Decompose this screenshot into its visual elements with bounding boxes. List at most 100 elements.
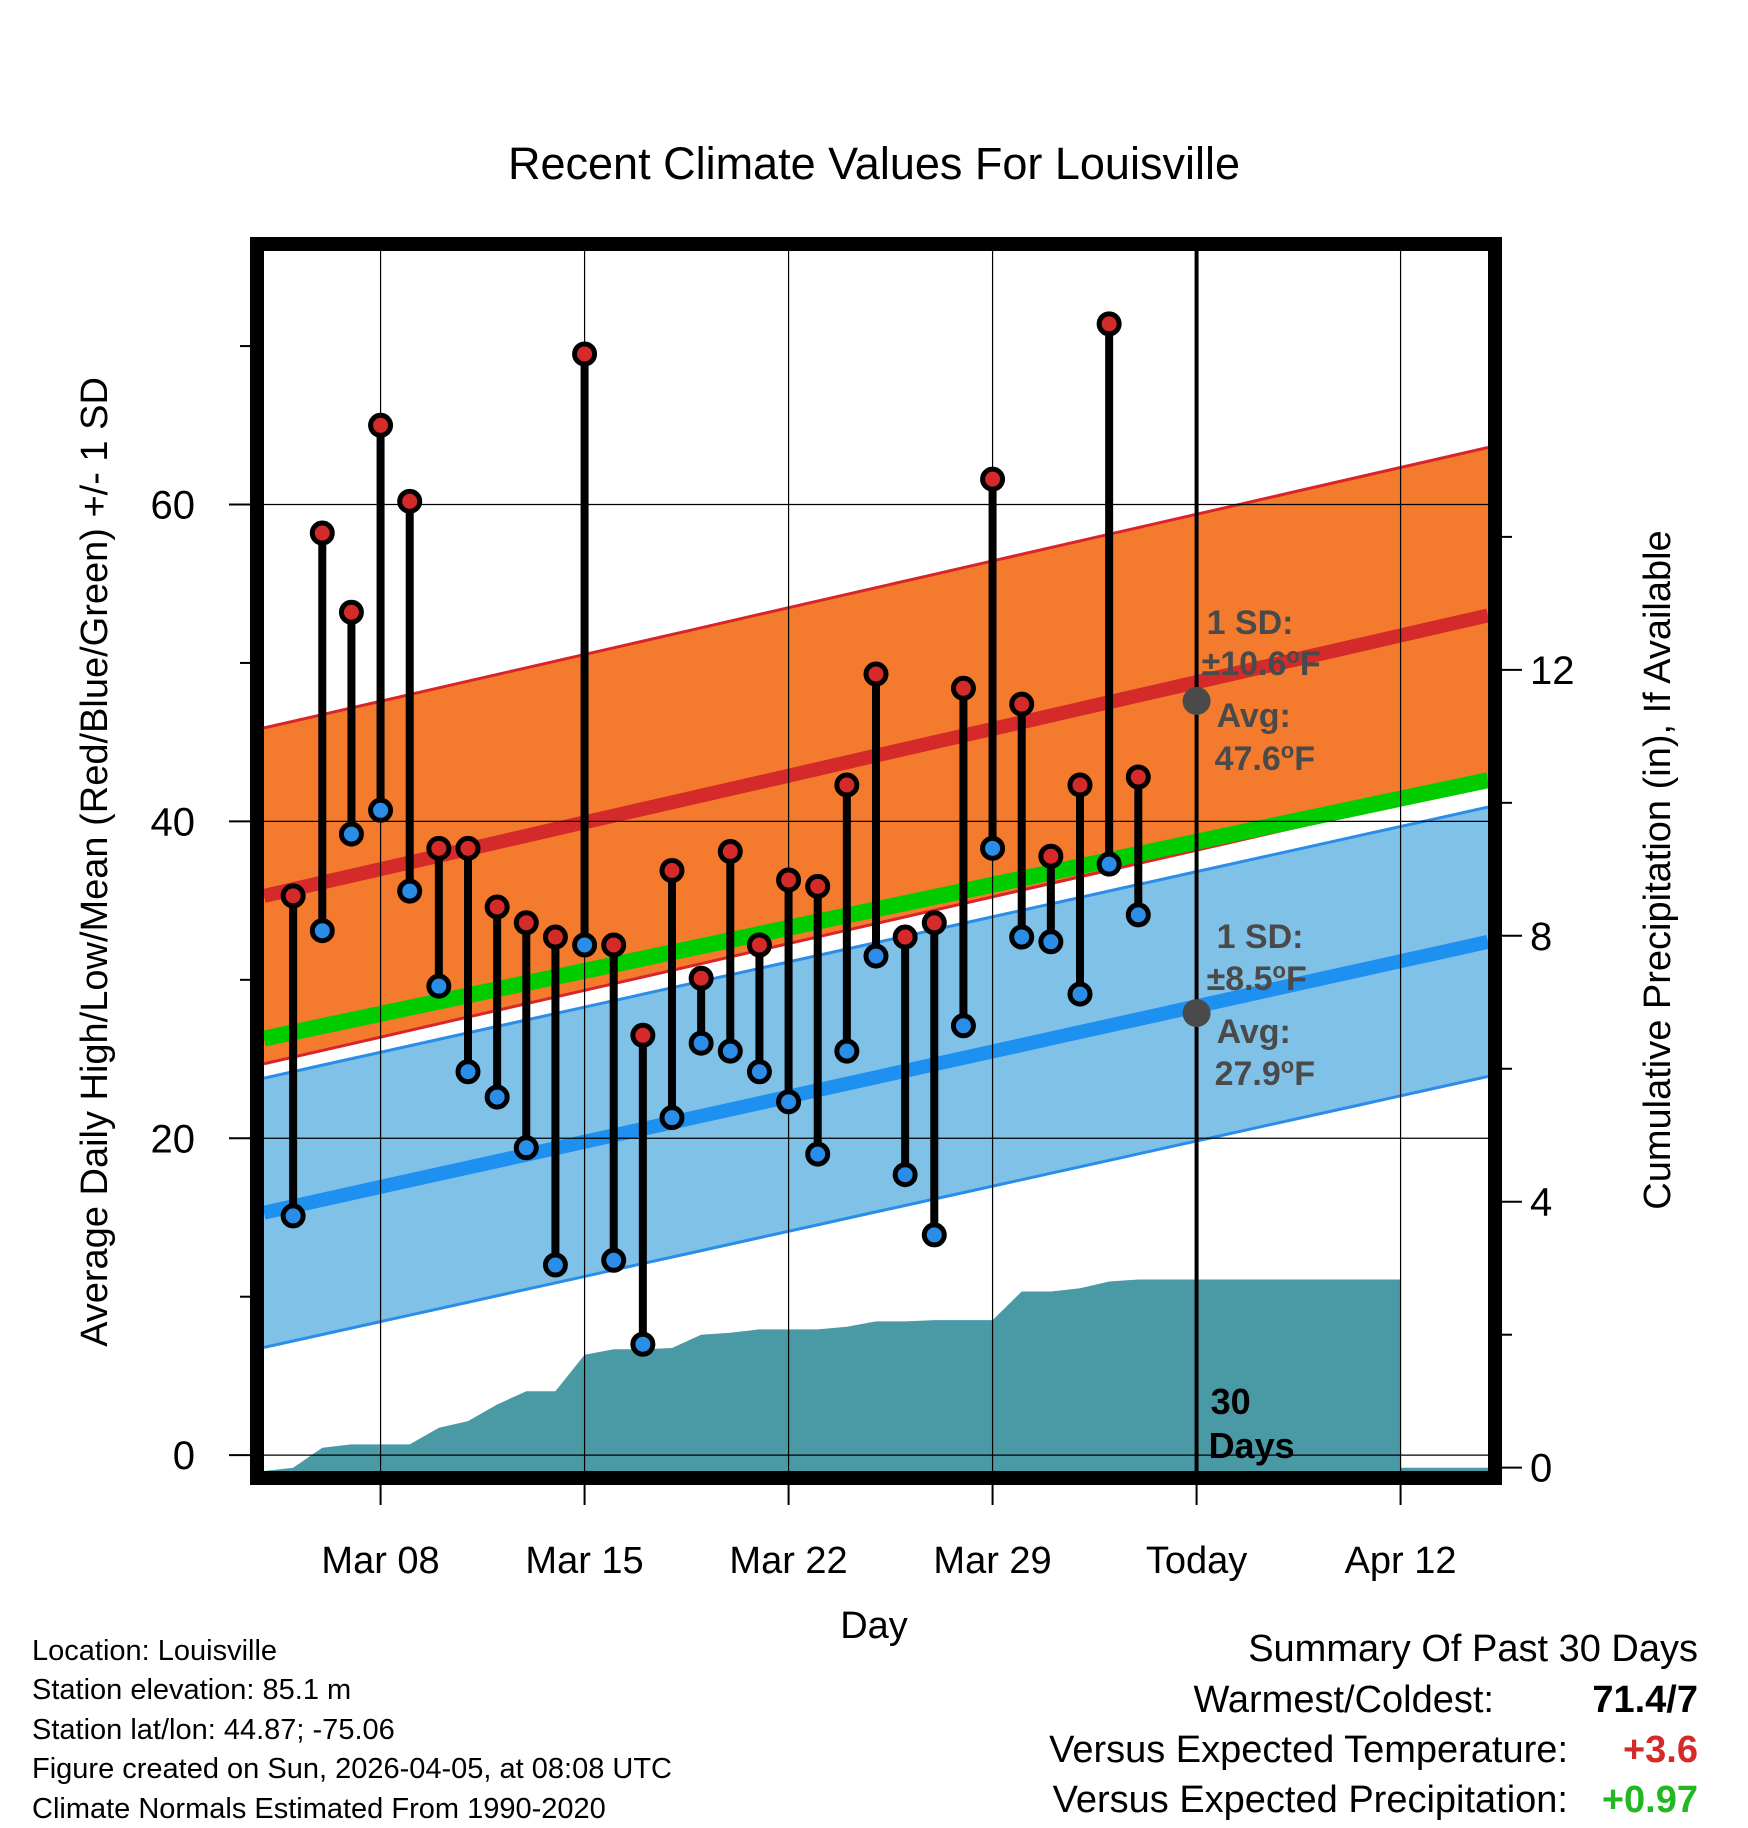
high-sd-value: ±10.6oF	[1202, 643, 1321, 684]
summary-temp-value: +3.6	[1622, 1729, 1698, 1771]
y2-tick-label: 4	[1530, 1181, 1552, 1225]
plot-frame	[250, 237, 1502, 1485]
low-point	[309, 918, 335, 944]
low-point	[338, 821, 364, 847]
high-point	[513, 910, 539, 936]
x-tick-label: Mar 08	[321, 1540, 439, 1582]
x-tick-label: Apr 12	[1345, 1540, 1457, 1582]
info-elevation: Station elevation: 85.1 m	[32, 1674, 352, 1706]
high-point	[746, 932, 772, 958]
low-point	[950, 1013, 976, 1039]
high-point	[426, 835, 452, 861]
summary-precip-value: +0.97	[1601, 1779, 1698, 1821]
today-days-label-2: Days	[1209, 1425, 1295, 1466]
y-tick-label: 40	[151, 800, 196, 844]
high-point	[309, 520, 335, 546]
y-tick-label: 0	[173, 1434, 195, 1478]
axes: 0 20 40 60 0 4 8 12 Mar 08 Mar 15 Mar 22 Mar 29 Toda…	[151, 345, 1575, 1582]
y-tick-label: 60	[151, 484, 196, 528]
y-tick-label: 20	[151, 1117, 196, 1161]
high-point	[542, 924, 568, 950]
low-point	[776, 1089, 802, 1115]
low-point	[834, 1038, 860, 1064]
low-point	[863, 943, 889, 969]
low-sd-value: ±8.5oF	[1207, 958, 1307, 999]
high-avg-label: Avg:	[1217, 697, 1291, 735]
high-point	[1009, 691, 1035, 717]
low-point	[892, 1162, 918, 1188]
info-latlon: Station lat/lon: 44.87; -75.06	[32, 1714, 395, 1746]
low-point	[805, 1141, 831, 1167]
low-point	[426, 973, 452, 999]
normal-low-line	[264, 934, 1488, 1220]
low-point	[688, 1030, 714, 1056]
x-tick-label: Mar 15	[525, 1540, 643, 1582]
high-point	[484, 894, 510, 920]
high-point	[1125, 764, 1151, 790]
y-axis-label-right: Cumulative Precipitation (in), If Availa…	[1637, 530, 1679, 1209]
x-tick-label: Today	[1146, 1540, 1247, 1582]
high-point	[717, 838, 743, 864]
low-point	[630, 1331, 656, 1357]
low-point	[280, 1203, 306, 1229]
low-point	[746, 1059, 772, 1085]
low-point	[1067, 981, 1093, 1007]
info-created: Figure created on Sun, 2026-04-05, at 08…	[32, 1753, 672, 1785]
low-sd-label: 1 SD:	[1217, 918, 1304, 956]
grid	[264, 251, 1488, 1471]
high-point	[455, 835, 481, 861]
high-point	[1038, 843, 1064, 869]
y-axis-label-left: Average Daily High/Low/Mean (Red/Blue/Gr…	[74, 377, 116, 1347]
info-location: Location: Louisville	[32, 1635, 278, 1667]
low-point	[659, 1105, 685, 1131]
info-normals: Climate Normals Estimated From 1990-2020	[32, 1793, 606, 1825]
low-point	[1096, 851, 1122, 877]
precip-area	[264, 1279, 1488, 1471]
high-point	[338, 599, 364, 625]
high-point	[863, 661, 889, 687]
low-point	[455, 1059, 481, 1085]
high-point	[659, 858, 685, 884]
x-tick-label: Mar 22	[729, 1540, 847, 1582]
high-sd-label: 1 SD:	[1207, 604, 1294, 642]
low-point	[397, 878, 423, 904]
low-point	[484, 1084, 510, 1110]
low-point	[921, 1222, 947, 1248]
high-avg-value: 47.6oF	[1215, 738, 1315, 779]
summary-warm-cold-label: Warmest/Coldest:	[1193, 1679, 1494, 1721]
summary-title: Summary Of Past 30 Days	[1248, 1628, 1698, 1670]
summary-warm-cold-value: 71.4/7	[1592, 1679, 1698, 1721]
low-avg-label: Avg:	[1217, 1013, 1291, 1051]
low-point	[368, 797, 394, 823]
high-point	[980, 466, 1006, 492]
low-avg-marker	[1182, 999, 1211, 1028]
x-tick-label: Mar 29	[933, 1540, 1051, 1582]
y2-tick-label: 0	[1530, 1447, 1552, 1491]
high-point	[572, 341, 598, 367]
low-avg-value: 27.9oF	[1215, 1053, 1315, 1094]
high-point	[834, 772, 860, 798]
low-point	[1125, 902, 1151, 928]
high-point	[950, 675, 976, 701]
low-point	[1009, 924, 1035, 950]
high-point	[630, 1022, 656, 1048]
high-point	[601, 932, 627, 958]
high-point	[368, 412, 394, 438]
low-point	[1038, 929, 1064, 955]
high-avg-marker	[1182, 686, 1211, 715]
x-axis-label: Day	[840, 1605, 908, 1647]
high-point	[1067, 772, 1093, 798]
low-point	[717, 1038, 743, 1064]
low-point	[980, 835, 1006, 861]
high-sd-upper-edge	[264, 446, 1488, 730]
high-point	[397, 488, 423, 514]
high-point	[805, 873, 831, 899]
high-point	[776, 867, 802, 893]
high-point	[892, 924, 918, 950]
low-point	[572, 932, 598, 958]
summary-temp-label: Versus Expected Temperature:	[1049, 1729, 1568, 1771]
high-point	[688, 965, 714, 991]
today-days-label: 30	[1211, 1381, 1251, 1422]
